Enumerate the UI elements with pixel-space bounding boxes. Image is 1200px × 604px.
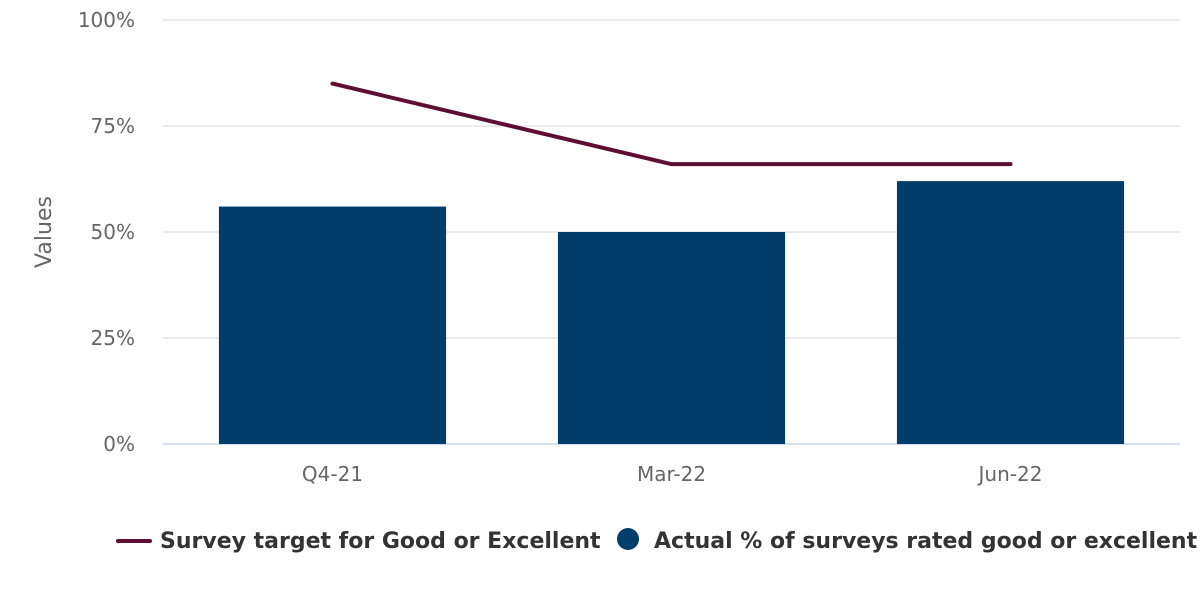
x-tick-label: Q4-21	[302, 462, 363, 486]
y-tick-label: 0%	[103, 432, 135, 456]
bar[interactable]	[557, 232, 786, 444]
legend[interactable]: Survey target for Good or Excellent Actu…	[116, 528, 1198, 554]
bar[interactable]	[896, 181, 1125, 444]
y-tick-label: 100%	[78, 8, 135, 32]
x-tick-label: Mar-22	[637, 462, 706, 486]
y-axis-title: Values	[32, 196, 57, 268]
x-tick-label: Jun-22	[977, 462, 1043, 486]
bar[interactable]	[218, 206, 447, 444]
y-tick-label: 50%	[91, 220, 135, 244]
y-tick-label: 25%	[91, 326, 135, 350]
legend-bar-swatch	[617, 528, 639, 550]
x-axis: Q4-21 Mar-22 Jun-22	[302, 462, 1043, 486]
legend-label-actual: Actual % of surveys rated good or excell…	[654, 529, 1198, 554]
bar-series	[218, 181, 1125, 444]
y-axis: 0% 25% 50% 75% 100%	[78, 8, 135, 456]
legend-label-target: Survey target for Good or Excellent	[160, 529, 601, 554]
line-series	[330, 81, 1013, 167]
y-tick-label: 75%	[91, 114, 135, 138]
target-line[interactable]	[330, 81, 1013, 167]
